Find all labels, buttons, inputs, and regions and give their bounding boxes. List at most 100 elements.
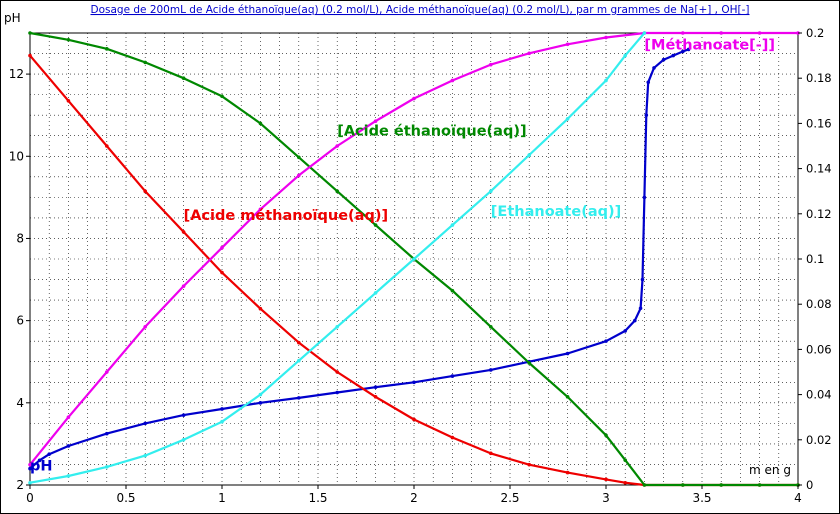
series-point-ph <box>66 444 71 448</box>
series-point-ph <box>661 57 666 62</box>
series-point-ph <box>604 339 608 343</box>
series-point-ph <box>640 277 645 282</box>
x-tick-label: 3.5 <box>692 491 711 505</box>
series-point-ph <box>633 318 637 323</box>
series-point-acide-m-thano-que-aq <box>181 230 186 234</box>
series-point-ph <box>220 407 224 411</box>
y-left-tick-label: 6 <box>16 314 24 328</box>
ticks-layer: 0 0.5 1 1.5 2 2.5 3 3.5 4 2 4 6 8 10 12 0 0.02 0.04 0.06 0.… <box>9 26 832 505</box>
y-right-tick-label: 0.06 <box>806 342 832 356</box>
series-point-acide-thano-que-aq <box>28 31 32 35</box>
series-point-ethanoate-aq <box>258 392 263 397</box>
series-point-ph <box>681 49 685 54</box>
series-point-m-thanoate <box>527 51 531 56</box>
series-point-m-thanoate <box>373 119 378 123</box>
series-point-m-thanoate <box>412 96 416 101</box>
series-point-m-thanoate <box>105 370 109 374</box>
y-left-tick-label: 12 <box>9 67 24 81</box>
series-point-ethanoate-aq <box>642 31 647 35</box>
series-line-ph <box>29 48 689 470</box>
series-point-acide-m-thano-que-aq <box>143 189 147 193</box>
series-point-acide-m-thano-que-aq <box>105 144 109 148</box>
series-point-ethanoate-aq <box>623 53 627 58</box>
series-label: [Acide éthanoïque(aq)] <box>337 124 526 140</box>
series-point-ph <box>652 66 656 70</box>
series-point-m-thanoate <box>489 62 493 67</box>
series-point-ethanoate-aq <box>527 153 531 157</box>
series-point-ph <box>297 396 301 400</box>
series-point-acide-m-thano-que-aq <box>258 306 263 311</box>
series-point-m-thanoate <box>565 42 570 47</box>
series-point-acide-m-thano-que-aq <box>297 340 301 345</box>
series-point-acide-m-thano-que-aq <box>527 462 531 467</box>
series-point-acide-thano-que-aq <box>489 325 493 329</box>
y-right-tick-label: 0.02 <box>806 433 832 447</box>
y-right-tick-label: 0.08 <box>806 297 832 311</box>
series-point-ph <box>335 390 340 395</box>
y-right-tick-label: 0.04 <box>806 388 832 402</box>
series-point-m-thanoate <box>450 78 455 83</box>
series-point-acide-thano-que-aq <box>181 76 186 80</box>
series-point-m-thanoate <box>757 31 762 35</box>
grid-layer <box>29 32 799 486</box>
series-point-ethanoate-aq <box>604 78 608 83</box>
series-point-ph <box>686 47 691 52</box>
x-tick-label: 1 <box>218 491 226 505</box>
series-point-acide-m-thano-que-aq <box>489 451 493 456</box>
series-point-ph <box>373 385 378 390</box>
series-point-ethanoate-aq <box>412 257 416 261</box>
series-point-acide-thano-que-aq <box>623 458 627 462</box>
series-point-ph <box>646 80 651 85</box>
x-tick-label: 2.5 <box>500 491 519 505</box>
series-point-m-thanoate <box>66 415 71 420</box>
series-label: [Méthanoate[-]] <box>644 37 775 53</box>
series-label: [Acide méthanoïque(aq)] <box>184 208 389 224</box>
series-point-m-thanoate <box>181 284 186 288</box>
series-point-acide-m-thano-que-aq <box>335 370 340 374</box>
series-point-m-thanoate <box>28 462 32 467</box>
series-point-ethanoate-aq <box>143 453 147 458</box>
series-point-ph <box>47 452 51 456</box>
series-point-acide-thano-que-aq <box>565 395 570 399</box>
series-point-m-thanoate <box>604 35 608 40</box>
y-right-tick-label: 0.14 <box>806 162 832 176</box>
series-point-ethanoate-aq <box>28 480 32 485</box>
series-point-acide-thano-que-aq <box>335 189 340 193</box>
series-point-acide-m-thano-que-aq <box>412 417 416 422</box>
series-point-ph <box>642 195 647 200</box>
chart-title: Dosage de 200mL de Acide éthanoïque(aq) … <box>90 4 749 16</box>
series-point-ethanoate-aq <box>105 465 109 469</box>
series-point-acide-m-thano-que-aq <box>66 99 71 103</box>
y-right-tick-label: 0.2 <box>806 26 824 40</box>
x-axis-label: m en g <box>749 463 791 477</box>
series-point-m-thanoate <box>681 31 685 35</box>
series-point-ph <box>565 351 570 356</box>
series-point-ph <box>28 466 32 471</box>
series-point-ethanoate-aq <box>373 291 378 295</box>
series-point-acide-thano-que-aq <box>258 121 263 126</box>
x-tick-label: 3 <box>602 491 610 505</box>
series-point-acide-m-thano-que-aq <box>220 270 224 275</box>
series-point-ph <box>671 53 675 58</box>
x-tick-label: 2 <box>410 491 418 505</box>
y-axis-left-label: pH <box>4 11 21 25</box>
series-label: [Ethanoate(aq)] <box>491 204 621 220</box>
x-tick-label: 0.5 <box>116 491 135 505</box>
series-point-ph <box>258 401 263 405</box>
x-tick-label: 4 <box>794 491 802 505</box>
series-point-acide-thano-que-aq <box>450 288 455 293</box>
series-point-acide-thano-que-aq <box>66 37 71 42</box>
x-tick-label: 0 <box>26 491 34 505</box>
y-right-tick-label: 0.12 <box>806 207 832 221</box>
series-point-ph <box>450 374 455 378</box>
series-point-acide-m-thano-que-aq <box>623 480 627 485</box>
y-right-tick-label: 0 <box>806 478 813 492</box>
series-point-m-thanoate <box>335 144 340 148</box>
series-point-ethanoate-aq <box>220 419 224 424</box>
series-point-ph <box>638 306 643 311</box>
series-point-ethanoate-aq <box>335 325 340 329</box>
y-left-tick-label: 4 <box>16 396 24 410</box>
series-point-acide-thano-que-aq <box>297 155 301 160</box>
